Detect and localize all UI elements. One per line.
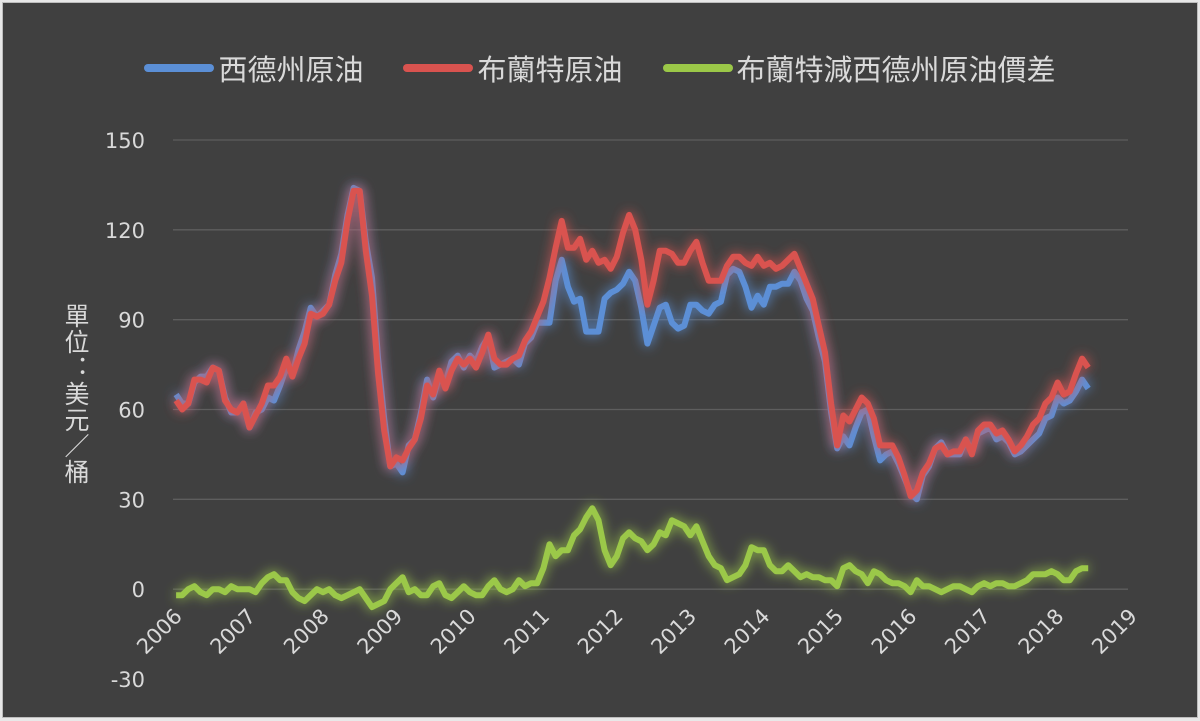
y-tick-label: -30 [111, 668, 145, 692]
series-line-1 [173, 187, 1091, 500]
y-tick-label: 30 [118, 488, 145, 512]
y-tick-label: 60 [118, 399, 145, 423]
y-tick-label: 0 [132, 578, 145, 602]
legend-label-spread: 布蘭特減西德州原油價差 [736, 53, 1056, 87]
legend: 西德州原油 布蘭特原油 布蘭特減西德州原油價差 [3, 47, 1197, 89]
x-tick-label: 2011 [499, 604, 554, 659]
legend-label-wti: 西德州原油 [218, 53, 364, 87]
legend-item-spread: 布蘭特減西德州原油價差 [662, 47, 1056, 89]
legend-swatch-wti [144, 64, 215, 72]
y-axis-label: 單位：美元／桶 [61, 303, 90, 485]
y-tick-label: 90 [118, 309, 145, 333]
y-tick-label: 150 [105, 129, 145, 153]
legend-item-wti: 西德州原油 [144, 47, 363, 89]
y-tick-label: 120 [105, 219, 145, 243]
x-tick-label: 2018 [1014, 604, 1069, 659]
legend-item-brent: 布蘭特原油 [403, 47, 623, 89]
x-tick-label: 2009 [353, 604, 408, 659]
x-tick-label: 2006 [132, 604, 187, 659]
x-tick-label: 2015 [793, 604, 848, 659]
x-tick-label: 2010 [426, 604, 481, 659]
x-tick-label: 2019 [1087, 604, 1142, 659]
legend-swatch-spread [662, 64, 733, 72]
x-tick-label: 2008 [279, 604, 334, 659]
x-tick-label: 2007 [206, 604, 261, 659]
x-tick-label: 2014 [720, 604, 775, 659]
legend-label-brent: 布蘭特原油 [477, 53, 623, 87]
series-line-2 [176, 505, 1089, 611]
x-tick-label: 2012 [573, 604, 628, 659]
x-tick-label: 2013 [646, 604, 701, 659]
x-tick-label: 2017 [940, 604, 995, 659]
x-tick-label: 2016 [867, 604, 922, 659]
plot-area: 150 120 90 60 30 0 -30 2006 2007 2008 2009 2010 2011… [105, 129, 1142, 692]
legend-swatch-brent [403, 64, 474, 72]
